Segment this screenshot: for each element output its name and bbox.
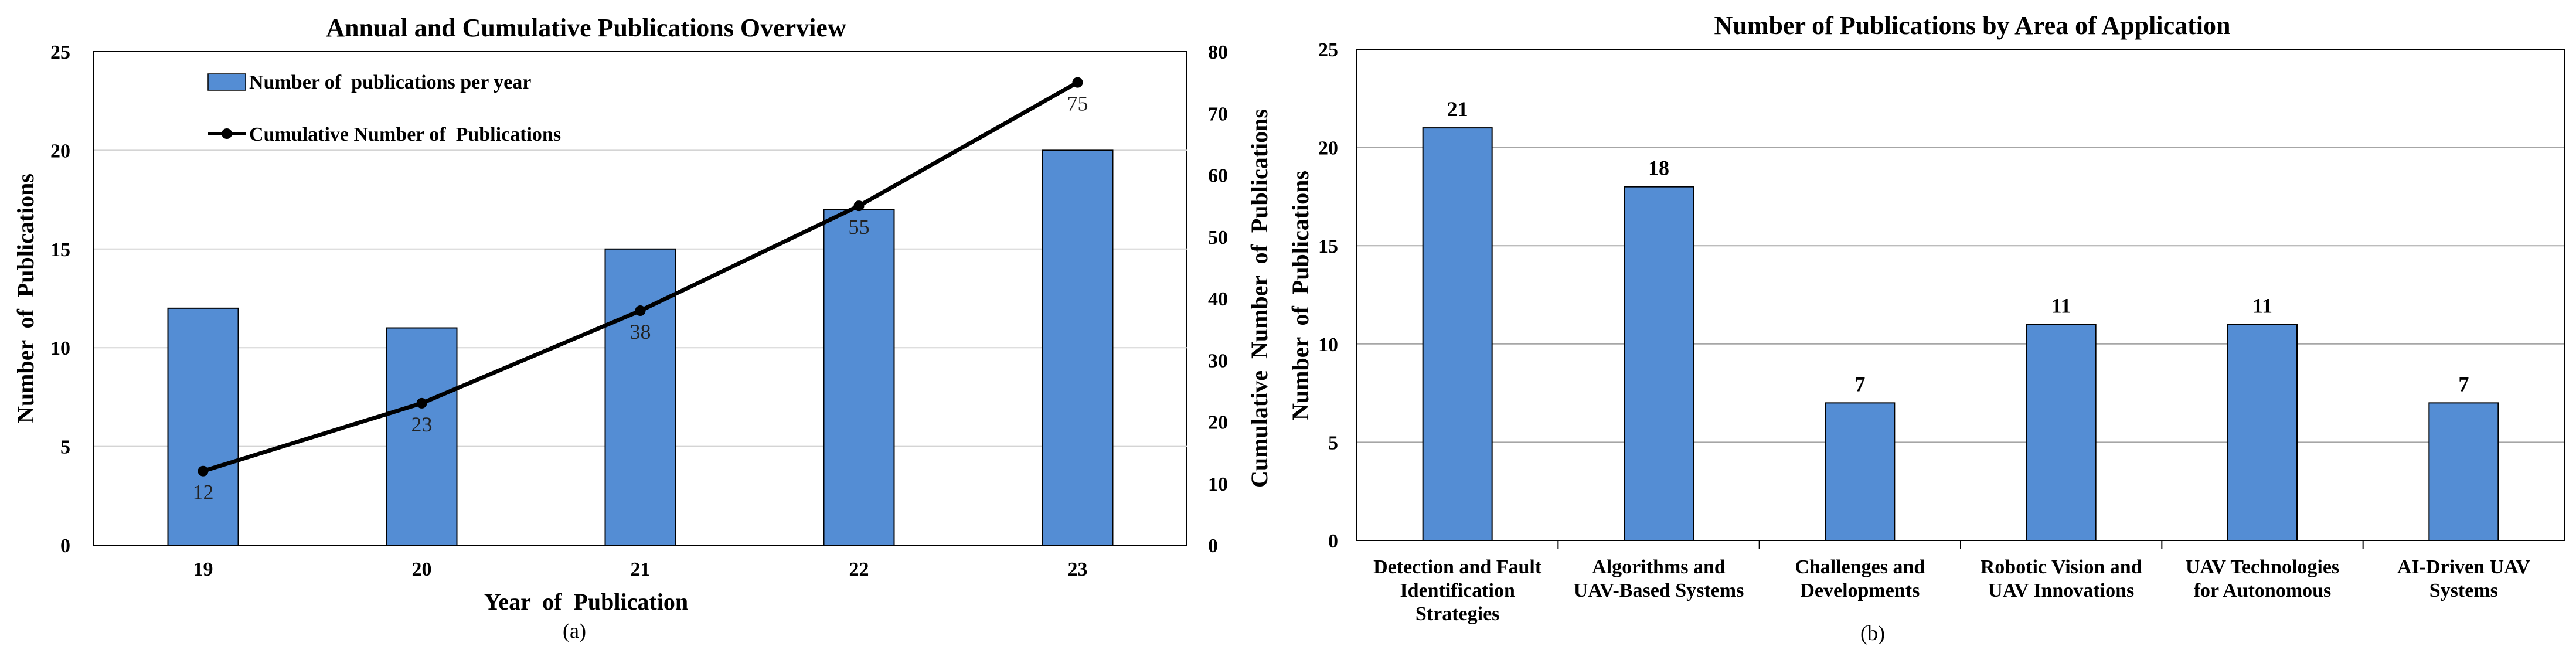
x-tick-label: 20: [412, 559, 432, 580]
bar-data-label: 21: [1447, 97, 1468, 121]
category-label: Robotic Vision and UAV Innovations: [1981, 556, 2142, 601]
chart-a-xlabel: Year of Publication: [484, 589, 688, 615]
y2-tick-label: 50: [1208, 227, 1228, 249]
line-point: [853, 200, 865, 212]
y2-tick-label: 10: [1208, 474, 1228, 495]
category-label: Challenges and Developments: [1795, 556, 1925, 601]
line-data-label: 23: [411, 413, 433, 436]
bar-data-label: 11: [2051, 294, 2071, 317]
y2-tick-label: 80: [1208, 42, 1228, 63]
bar: [604, 248, 676, 546]
y-tick-label: 10: [50, 338, 70, 359]
bar: [823, 209, 895, 546]
x-tick-label: 22: [849, 559, 869, 580]
y-tick-label: 20: [50, 140, 70, 162]
line-data-label: 55: [849, 215, 870, 239]
chart-b-ylabel: Number of Publications: [1287, 171, 1313, 420]
y2-tick-label: 0: [1208, 535, 1218, 557]
line-point: [198, 465, 209, 477]
x-tick-label: 19: [193, 559, 213, 580]
line-point: [635, 305, 646, 317]
chart-a-right-ticks: 0 10 20 30 40 50 60 70 80: [1208, 42, 1228, 557]
legend-line-label: Cumulative Number of Publications: [249, 124, 561, 145]
y2-tick-label: 30: [1208, 350, 1228, 372]
y-tick-label: 15: [50, 239, 70, 261]
bar: [2026, 324, 2097, 542]
y-tick-label: 15: [1318, 236, 1338, 257]
y-tick-label: 5: [1328, 432, 1338, 454]
line-data-label: 38: [630, 320, 651, 343]
bar-data-label: 7: [2458, 372, 2469, 396]
chart-a-bars: [167, 149, 1114, 546]
y-tick-label: 25: [50, 42, 70, 63]
y2-tick-label: 70: [1208, 103, 1228, 125]
chart-b-x-ticks: Detection and Fault Identification Strateg…: [1373, 540, 2530, 625]
chart-a: Annual and Cumulative Publications Overv…: [12, 13, 1272, 642]
y-tick-label: 0: [60, 535, 70, 557]
chart-b-plot-area: [1356, 49, 2565, 541]
chart-a-title: Annual and Cumulative Publications Overv…: [326, 13, 846, 42]
line-point: [1072, 77, 1083, 88]
chart-a-legend: Number of publications per year Cumulati…: [207, 72, 561, 145]
bar-data-label: 7: [1854, 372, 1865, 396]
y-tick-label: 25: [1318, 39, 1338, 61]
x-tick-label: 23: [1068, 559, 1088, 580]
chart-b: Number of Publications by Area of Applic…: [1287, 11, 2565, 645]
bar-data-label: 11: [2252, 294, 2272, 317]
line-data-label: 12: [193, 481, 214, 504]
bar: [386, 327, 458, 546]
bar: [2227, 324, 2298, 542]
chart-b-bars: 21 18 7 11 11 7: [1422, 97, 2499, 542]
y-tick-label: 20: [1318, 138, 1338, 159]
y-tick-label: 5: [60, 437, 70, 458]
chart-b-gridlines: [1357, 147, 2564, 443]
y-tick-label: 10: [1318, 334, 1338, 356]
category-label: Algorithms and UAV-Based Systems: [1574, 556, 1744, 601]
chart-a-left-ticks: 0 5 10 15 20 25: [50, 42, 70, 557]
chart-b-caption: (b): [1860, 621, 1885, 645]
category-label: Detection and Fault Identification Strateg…: [1373, 556, 1542, 625]
bar-data-label: 18: [1648, 157, 1669, 180]
legend-line-marker: [222, 128, 232, 139]
category-label: UAV Technologies for Autonomous: [2186, 556, 2339, 601]
bar: [1825, 402, 1896, 541]
chart-a-line-series: 12 23 38 55 75: [193, 77, 1088, 504]
y2-tick-label: 60: [1208, 165, 1228, 187]
line-data-label: 75: [1067, 92, 1088, 115]
chart-b-title: Number of Publications by Area of Applic…: [1714, 11, 2231, 40]
bar: [1042, 149, 1114, 546]
category-label: AI-Driven UAV Systems: [2397, 556, 2530, 601]
chart-a-x-ticks: 19 20 21 22 23: [193, 559, 1088, 580]
chart-a-ylabel: Number of Publications: [12, 174, 39, 423]
bar: [1422, 127, 1493, 541]
chart-b-left-ticks: 0 5 10 15 20 25: [1318, 39, 1338, 552]
bar: [2428, 402, 2499, 541]
y2-tick-label: 40: [1208, 288, 1228, 310]
bar: [1624, 186, 1694, 541]
chart-a-caption: (a): [563, 619, 586, 642]
line-point: [416, 397, 427, 409]
y2-tick-label: 20: [1208, 412, 1228, 434]
bar: [167, 307, 239, 546]
legend-bar-label: Number of publications per year: [249, 72, 531, 93]
y-tick-label: 0: [1328, 530, 1338, 552]
chart-a-y2label: Cumulative Number of Publications: [1246, 109, 1272, 488]
x-tick-label: 21: [631, 559, 651, 580]
legend-bar-swatch: [207, 73, 246, 91]
